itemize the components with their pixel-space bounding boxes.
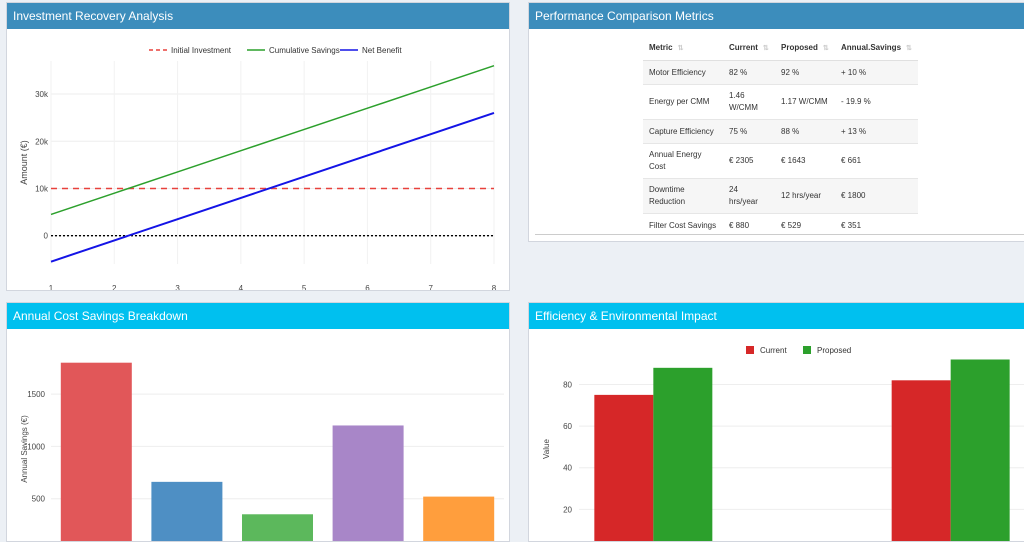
- column-header-annual-savings[interactable]: Annual.Savings ⇅: [835, 35, 918, 61]
- investment-recovery-panel: Investment Recovery Analysis 0 10k 20k 30k 1…: [6, 2, 510, 291]
- table-cell: 24 hrs/year: [723, 178, 775, 214]
- table-cell: € 880: [723, 213, 775, 238]
- annual-savings-panel: Annual Cost Savings Breakdown Downtime R…: [6, 302, 510, 542]
- legend-label: Initial Investment: [171, 46, 232, 55]
- y-tick-label: 20k: [35, 137, 49, 146]
- table-cell: + 13 %: [835, 119, 918, 144]
- table-cell: + 10 %: [835, 60, 918, 85]
- y-tick-label: 500: [32, 495, 46, 504]
- bar: [151, 481, 223, 541]
- legend-label: Current: [760, 346, 787, 355]
- x-tick-label: 2: [112, 284, 117, 290]
- series-line: [50, 65, 495, 216]
- table-cell: € 529: [775, 213, 835, 238]
- table-cell: 92 %: [775, 60, 835, 85]
- sort-icon[interactable]: ⇅: [677, 45, 684, 52]
- table-row: Downtime Reduction 24 hrs/year 12 hrs/ye…: [643, 178, 918, 214]
- sort-icon[interactable]: ⇅: [822, 45, 829, 52]
- table-cell: Filter Cost Savings: [643, 213, 723, 238]
- y-tick-label: 30k: [35, 90, 49, 99]
- bar: [594, 394, 654, 541]
- savings-panel-title: Annual Cost Savings Breakdown: [7, 303, 509, 329]
- legend-swatch: [746, 346, 754, 354]
- y-tick-label: 40: [563, 464, 572, 473]
- bar: [332, 425, 404, 541]
- x-tick-label: 1: [49, 284, 54, 290]
- table-row: Motor Efficiency 82 % 92 % + 10 %: [643, 60, 918, 85]
- legend-label: Proposed: [817, 346, 851, 355]
- table-cell: € 1643: [775, 143, 835, 179]
- efficiency-panel: Efficiency & Environmental Impact Captur…: [528, 302, 1024, 542]
- column-header-metric[interactable]: Metric ⇅: [643, 35, 723, 61]
- bar: [950, 359, 1010, 541]
- table-cell: - 19.9 %: [835, 84, 918, 120]
- legend-swatch: [803, 346, 811, 354]
- sort-icon[interactable]: ⇅: [906, 45, 912, 52]
- investment-panel-title: Investment Recovery Analysis: [7, 3, 509, 29]
- bar: [891, 380, 951, 541]
- x-tick-label: 5: [302, 284, 307, 290]
- y-tick-label: 0: [44, 232, 49, 241]
- x-tick-label: 8: [492, 284, 497, 290]
- x-tick-label: 3: [175, 284, 180, 290]
- table-cell: € 2305: [723, 143, 775, 179]
- table-cell: 75 %: [723, 119, 775, 144]
- table-row: Filter Cost Savings € 880 € 529 € 351: [643, 213, 918, 238]
- table-cell: 82 %: [723, 60, 775, 85]
- y-tick-label: 1000: [27, 442, 45, 451]
- table-cell: 12 hrs/year: [775, 178, 835, 214]
- table-bottom-border: [535, 234, 1024, 235]
- legend-label: Net Benefit: [362, 46, 402, 55]
- table-cell: Annual Energy Cost: [643, 143, 723, 179]
- sort-icon[interactable]: ⇅: [762, 45, 769, 52]
- table-cell: € 351: [835, 213, 918, 238]
- table-cell: 1.17 W/CMM: [775, 84, 835, 120]
- table-cell: 1.46 W/CMM: [723, 84, 775, 120]
- bar: [423, 496, 495, 541]
- y-tick-label: 1500: [27, 390, 45, 399]
- column-header-current[interactable]: Current ⇅: [723, 35, 775, 61]
- table-cell: € 1800: [835, 178, 918, 214]
- y-tick-label: 60: [563, 422, 572, 431]
- metrics-table: Metric ⇅ Current ⇅ Proposed ⇅ Annual.Saving…: [643, 35, 918, 238]
- performance-metrics-panel: Performance Comparison Metrics Metric ⇅ C…: [528, 2, 1024, 242]
- x-tick-label: 6: [365, 284, 370, 290]
- series-line: [50, 111, 495, 263]
- efficiency-grouped-bar-chart: Capture Efficiency (%)Energy per CMM (W)…: [542, 346, 1024, 541]
- y-axis-label: Annual Savings (€): [20, 415, 29, 483]
- efficiency-panel-title: Efficiency & Environmental Impact: [529, 303, 1024, 329]
- bar: [653, 367, 713, 541]
- metrics-panel-title: Performance Comparison Metrics: [529, 3, 1024, 29]
- y-tick-label: 80: [563, 380, 572, 389]
- y-tick-label: 10k: [35, 184, 49, 193]
- investment-line-chart: 010k20k30k12345678YearAmount (€)Initial …: [19, 46, 497, 290]
- table-row: Energy per CMM 1.46 W/CMM 1.17 W/CMM - 1…: [643, 84, 918, 120]
- table-row: Annual Energy Cost € 2305 € 1643 € 661: [643, 143, 918, 179]
- legend-label: Cumulative Savings: [269, 46, 340, 55]
- column-header-proposed[interactable]: Proposed ⇅: [775, 35, 835, 61]
- y-axis-label: Amount (€): [19, 140, 29, 185]
- table-cell: 88 %: [775, 119, 835, 144]
- table-cell: Motor Efficiency: [643, 60, 723, 85]
- table-cell: Downtime Reduction: [643, 178, 723, 214]
- table-header-row: Metric ⇅ Current ⇅ Proposed ⇅ Annual.Saving…: [643, 35, 918, 61]
- y-axis-label: Value: [542, 439, 551, 459]
- y-tick-label: 20: [563, 505, 572, 514]
- table-cell: Capture Efficiency: [643, 119, 723, 144]
- savings-bar-chart: Downtime ReductionEnergy SavingsFilter S…: [20, 362, 504, 541]
- x-tick-label: 7: [428, 284, 433, 290]
- table-cell: Energy per CMM: [643, 84, 723, 120]
- bar: [60, 362, 132, 541]
- table-row: Capture Efficiency 75 % 88 % + 13 %: [643, 119, 918, 144]
- table-cell: € 661: [835, 143, 918, 179]
- x-tick-label: 4: [239, 284, 244, 290]
